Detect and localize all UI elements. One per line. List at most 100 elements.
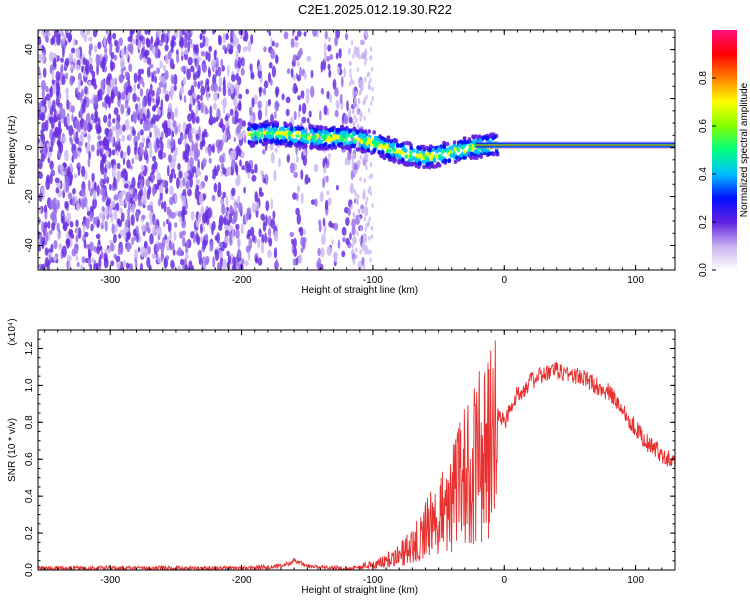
noise-speck [267, 249, 272, 258]
noise-speck [78, 141, 83, 147]
noise-speck [127, 208, 131, 216]
noise-speck [248, 237, 253, 250]
noise-speck [118, 37, 123, 46]
noise-speck [39, 141, 44, 151]
signal-dot [397, 149, 402, 154]
noise-speck [111, 149, 116, 156]
noise-speck [125, 47, 129, 59]
noise-speck [120, 104, 125, 115]
noise-speck [238, 93, 243, 100]
noise-speck [97, 135, 102, 141]
noise-speck [160, 251, 164, 262]
noise-speck [89, 45, 92, 57]
noise-speck [322, 217, 326, 227]
noise-speck [258, 187, 263, 195]
noise-speck [371, 86, 374, 92]
plot-frame-bottom [37, 329, 676, 571]
noise-speck [353, 189, 357, 194]
noise-speck [220, 58, 224, 68]
signal-dot [463, 139, 467, 145]
signal-dot [263, 137, 267, 142]
noise-speck [265, 200, 270, 212]
signal-dot [303, 133, 308, 139]
signal-dot [269, 134, 273, 140]
noise-speck [188, 103, 192, 112]
noise-speck [274, 100, 280, 112]
noise-speck [84, 58, 88, 66]
noise-speck [172, 63, 175, 70]
noise-speck [101, 145, 104, 154]
noise-speck [131, 237, 135, 245]
signal-dot [342, 132, 347, 137]
noise-speck [112, 118, 116, 124]
noise-speck [204, 106, 208, 112]
signal-dot [442, 144, 447, 149]
noise-speck [270, 218, 276, 229]
noise-speck [55, 187, 60, 194]
signal-dot [349, 134, 354, 139]
signal-dot [492, 152, 496, 157]
noise-speck [110, 78, 116, 85]
top-xaxis-label: Height of straight line (km) [301, 285, 418, 296]
noise-speck [53, 115, 57, 123]
noise-speck [161, 122, 166, 129]
noise-speck [205, 78, 210, 85]
noise-speck [53, 239, 58, 250]
bottom-xtick-label: -300 [100, 575, 120, 586]
noise-speck [209, 241, 214, 252]
noise-speck [187, 40, 190, 53]
noise-speck [318, 219, 322, 226]
noise-speck [297, 50, 302, 59]
noise-speck [359, 111, 362, 117]
noise-speck [192, 166, 197, 174]
noise-speck [360, 54, 363, 60]
noise-speck [137, 191, 142, 203]
noise-speck [127, 43, 132, 51]
signal-dot [295, 130, 300, 136]
signal-dot [473, 149, 478, 154]
noise-speck [86, 122, 92, 133]
noise-speck [38, 171, 43, 179]
noise-speck [356, 67, 360, 72]
noise-speck [200, 101, 204, 114]
noise-speck [273, 247, 278, 259]
noise-speck [61, 215, 65, 224]
noise-speck [210, 83, 216, 92]
noise-speck [76, 226, 79, 237]
noise-speck [50, 243, 54, 253]
noise-speck [336, 66, 340, 74]
noise-speck [129, 263, 134, 270]
noise-speck [185, 246, 189, 254]
noise-speck [211, 59, 215, 67]
signal-dot [452, 140, 457, 145]
noise-speck [289, 162, 295, 174]
noise-speck [356, 231, 359, 236]
noise-speck [137, 39, 141, 51]
noise-speck [202, 158, 207, 168]
noise-speck [345, 237, 350, 245]
noise-speck [177, 265, 182, 270]
noise-speck [229, 231, 233, 243]
noise-speck [116, 176, 120, 183]
noise-speck [352, 235, 357, 245]
signal-dot [315, 145, 319, 150]
noise-speck [41, 186, 44, 194]
top-xtick-label: -300 [100, 275, 120, 286]
noise-speck [271, 40, 275, 47]
noise-speck [293, 171, 298, 178]
colorbar-label: Normalized spectral amplitude [739, 82, 750, 217]
noise-speck [135, 38, 139, 46]
noise-speck [66, 254, 72, 262]
noise-speck [143, 120, 148, 132]
signal-dot [471, 139, 476, 145]
noise-speck [85, 217, 90, 230]
noise-speck [78, 92, 84, 98]
noise-speck [170, 39, 175, 50]
noise-speck [101, 214, 105, 226]
noise-speck [124, 99, 128, 109]
noise-speck [359, 249, 362, 255]
noise-speck [135, 107, 139, 118]
noise-speck [167, 153, 172, 163]
noise-speck [202, 240, 207, 250]
